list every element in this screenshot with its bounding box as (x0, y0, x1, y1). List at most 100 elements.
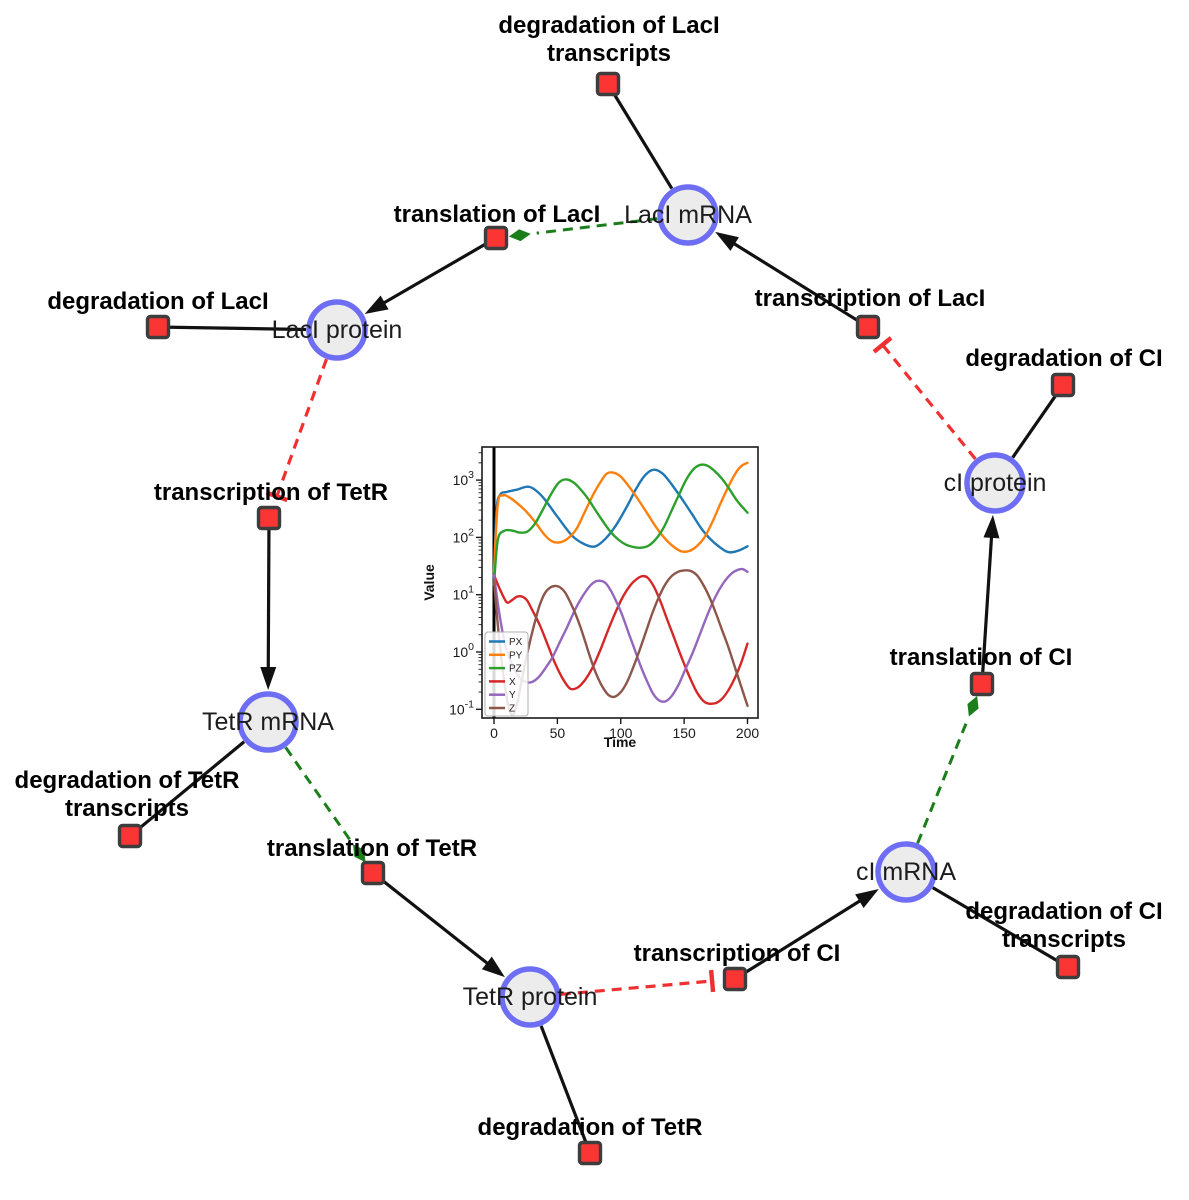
reaction-label-deg-laci-transcripts-line0: degradation of LacI (498, 12, 719, 39)
reaction-node-translation-tetr (360, 860, 386, 886)
x-tick-label: 100 (609, 725, 633, 741)
reaction-label-deg-ci-line0: degradation of CI (965, 345, 1162, 372)
reaction-label-deg-ci-transcripts-line0: degradation of CI (965, 898, 1162, 925)
series-line-PY (492, 461, 749, 574)
reaction-label-translation-ci-line0: translation of CI (890, 644, 1073, 671)
edge-product-translation-ci-to-ci-protein (981, 530, 994, 674)
ticks-layer: 0 50 100 150 200 10-1 100 101 102 103 (449, 452, 760, 741)
edge-reactant-laci-mrna-to-deg-laci-transcripts (609, 88, 674, 190)
series-layer (492, 461, 749, 717)
species-node-ci-protein (964, 452, 1026, 514)
y-tick-label: 102 (453, 526, 475, 545)
species-label-ci-protein: cI protein (944, 469, 1047, 497)
x-tick-label: 50 (550, 725, 566, 741)
arrowhead-icon (983, 514, 1000, 539)
edge-inhibition-tetr-protein-to-tx-ci (560, 979, 713, 996)
reaction-label-translation-laci-line0: translation of LacI (394, 201, 601, 228)
series-line-PZ (492, 463, 749, 586)
edge-reactant-laci-protein-to-deg-laci (163, 325, 307, 332)
species-label-ci-mrna: cI mRNA (856, 858, 956, 886)
reaction-label-deg-tetr-line0: degradation of TetR (478, 1114, 703, 1141)
inhibition-tbar-icon (708, 969, 716, 993)
edge-activation-laci-mrna-to-translation-laci (536, 217, 658, 235)
x-tick-label: 150 (672, 725, 696, 741)
inhibition-tbar-icon (872, 336, 893, 354)
plot-frame (481, 446, 759, 719)
reaction-node-deg-tetr (577, 1140, 603, 1166)
legend-entry-X: X (509, 677, 516, 688)
reaction-node-tx-tetr (256, 505, 282, 531)
y-tick-label: 101 (453, 584, 475, 603)
reaction-node-deg-tetr-transcripts (117, 823, 143, 849)
y-tick-label: 100 (453, 641, 475, 660)
legend-entry-PZ: PZ (509, 664, 522, 675)
reaction-node-tx-laci (855, 314, 881, 340)
reaction-node-deg-laci (145, 314, 171, 340)
reaction-node-translation-laci (483, 225, 509, 251)
reaction-node-deg-ci (1050, 372, 1076, 398)
timeseries-chart: 0 50 100 150 20010-1100101102103TimeValuePXP… (421, 446, 760, 750)
species-node-laci-protein (306, 299, 368, 361)
reaction-label-deg-laci-transcripts-line1: transcripts (547, 40, 671, 67)
legend: PX PY PZ XYZ (484, 631, 529, 717)
edge-reactant-tetr-protein-to-deg-tetr (539, 1025, 590, 1148)
y-axis-label: Value (421, 564, 437, 601)
reaction-node-tx-ci (722, 966, 748, 992)
edge-product-translation-laci-to-laci-protein (377, 242, 488, 308)
edge-product-tx-ci-to-ci-mrna (743, 896, 867, 975)
reaction-label-tx-ci-line0: transcription of CI (634, 940, 841, 967)
inhibition-tbar-icon (265, 490, 288, 503)
arrowhead-icon (481, 956, 505, 978)
legend-entry-PX: PX (509, 637, 523, 648)
species-node-ci-mrna (875, 841, 937, 903)
activation-arrow-icon (353, 844, 366, 863)
arrowhead-icon (715, 231, 739, 251)
edge-inhibition-laci-protein-to-tx-tetr (275, 358, 328, 497)
reaction-label-deg-laci-line0: degradation of LacI (47, 288, 268, 315)
edges-layer (133, 88, 1064, 1148)
activation-arrow-icon (508, 229, 531, 242)
x-tick-label: 200 (736, 725, 760, 741)
species-label-laci-mrna: LacI mRNA (624, 201, 752, 229)
species-label-tetr-mrna: TetR mRNA (202, 708, 334, 736)
edge-activation-ci-mrna-to-translation-ci (916, 721, 969, 844)
y-tick-label: 10-1 (449, 698, 474, 717)
reaction-label-deg-ci-transcripts-line1: transcripts (1002, 926, 1126, 953)
reaction-node-translation-ci (969, 671, 995, 697)
series-line-X (492, 573, 749, 705)
reaction-node-deg-ci-transcripts (1055, 954, 1081, 980)
x-tick-label: 0 (490, 725, 498, 741)
edge-product-tx-tetr-to-tetr-mrna (266, 528, 271, 675)
reaction-node-deg-laci-transcripts (595, 71, 621, 97)
species-node-tetr-protein (499, 966, 561, 1028)
edge-reactant-ci-protein-to-deg-ci (1011, 389, 1061, 459)
edge-activation-tetr-mrna-to-translation-tetr (284, 746, 351, 841)
labels-layer: LacI mRNA LacI protein TetR mRNA TetR prote… (15, 12, 1163, 1141)
legend-entry-Y: Y (509, 690, 516, 701)
reaction-label-deg-tetr-transcripts-line1: transcripts (65, 795, 189, 822)
species-label-tetr-protein: TetR protein (463, 983, 598, 1011)
series-line-PX (492, 468, 749, 579)
reaction-label-tx-laci-line0: transcription of LacI (755, 285, 986, 312)
nodes-layer (117, 71, 1081, 1166)
species-node-laci-mrna (657, 184, 719, 246)
y-tick-label: 103 (453, 469, 475, 488)
arrowhead-icon (855, 888, 879, 908)
reaction-label-deg-tetr-transcripts-line0: degradation of TetR (15, 767, 240, 794)
edge-inhibition-ci-protein-to-tx-laci (881, 343, 977, 460)
species-label-laci-protein: LacI protein (272, 316, 403, 344)
series-line-Y (492, 567, 749, 703)
arrowhead-icon (260, 666, 277, 691)
x-axis-label: Time (604, 734, 637, 750)
edge-product-translation-tetr-to-tetr-protein (380, 878, 494, 969)
reaction-label-translation-tetr-line0: translation of TetR (267, 835, 477, 862)
timeseries-chart-panel: 0 50 100 150 200 10-1 100 101 102 103 Time Value PX P… (420, 436, 770, 771)
legend-entry-PY: PY (509, 650, 523, 661)
legend-entry-Z: Z (509, 704, 515, 715)
activation-arrow-icon (967, 696, 979, 717)
series-line-Z (492, 569, 749, 717)
species-node-tetr-mrna (237, 691, 299, 753)
edge-reactant-ci-mrna-to-deg-ci-transcripts (931, 886, 1064, 966)
